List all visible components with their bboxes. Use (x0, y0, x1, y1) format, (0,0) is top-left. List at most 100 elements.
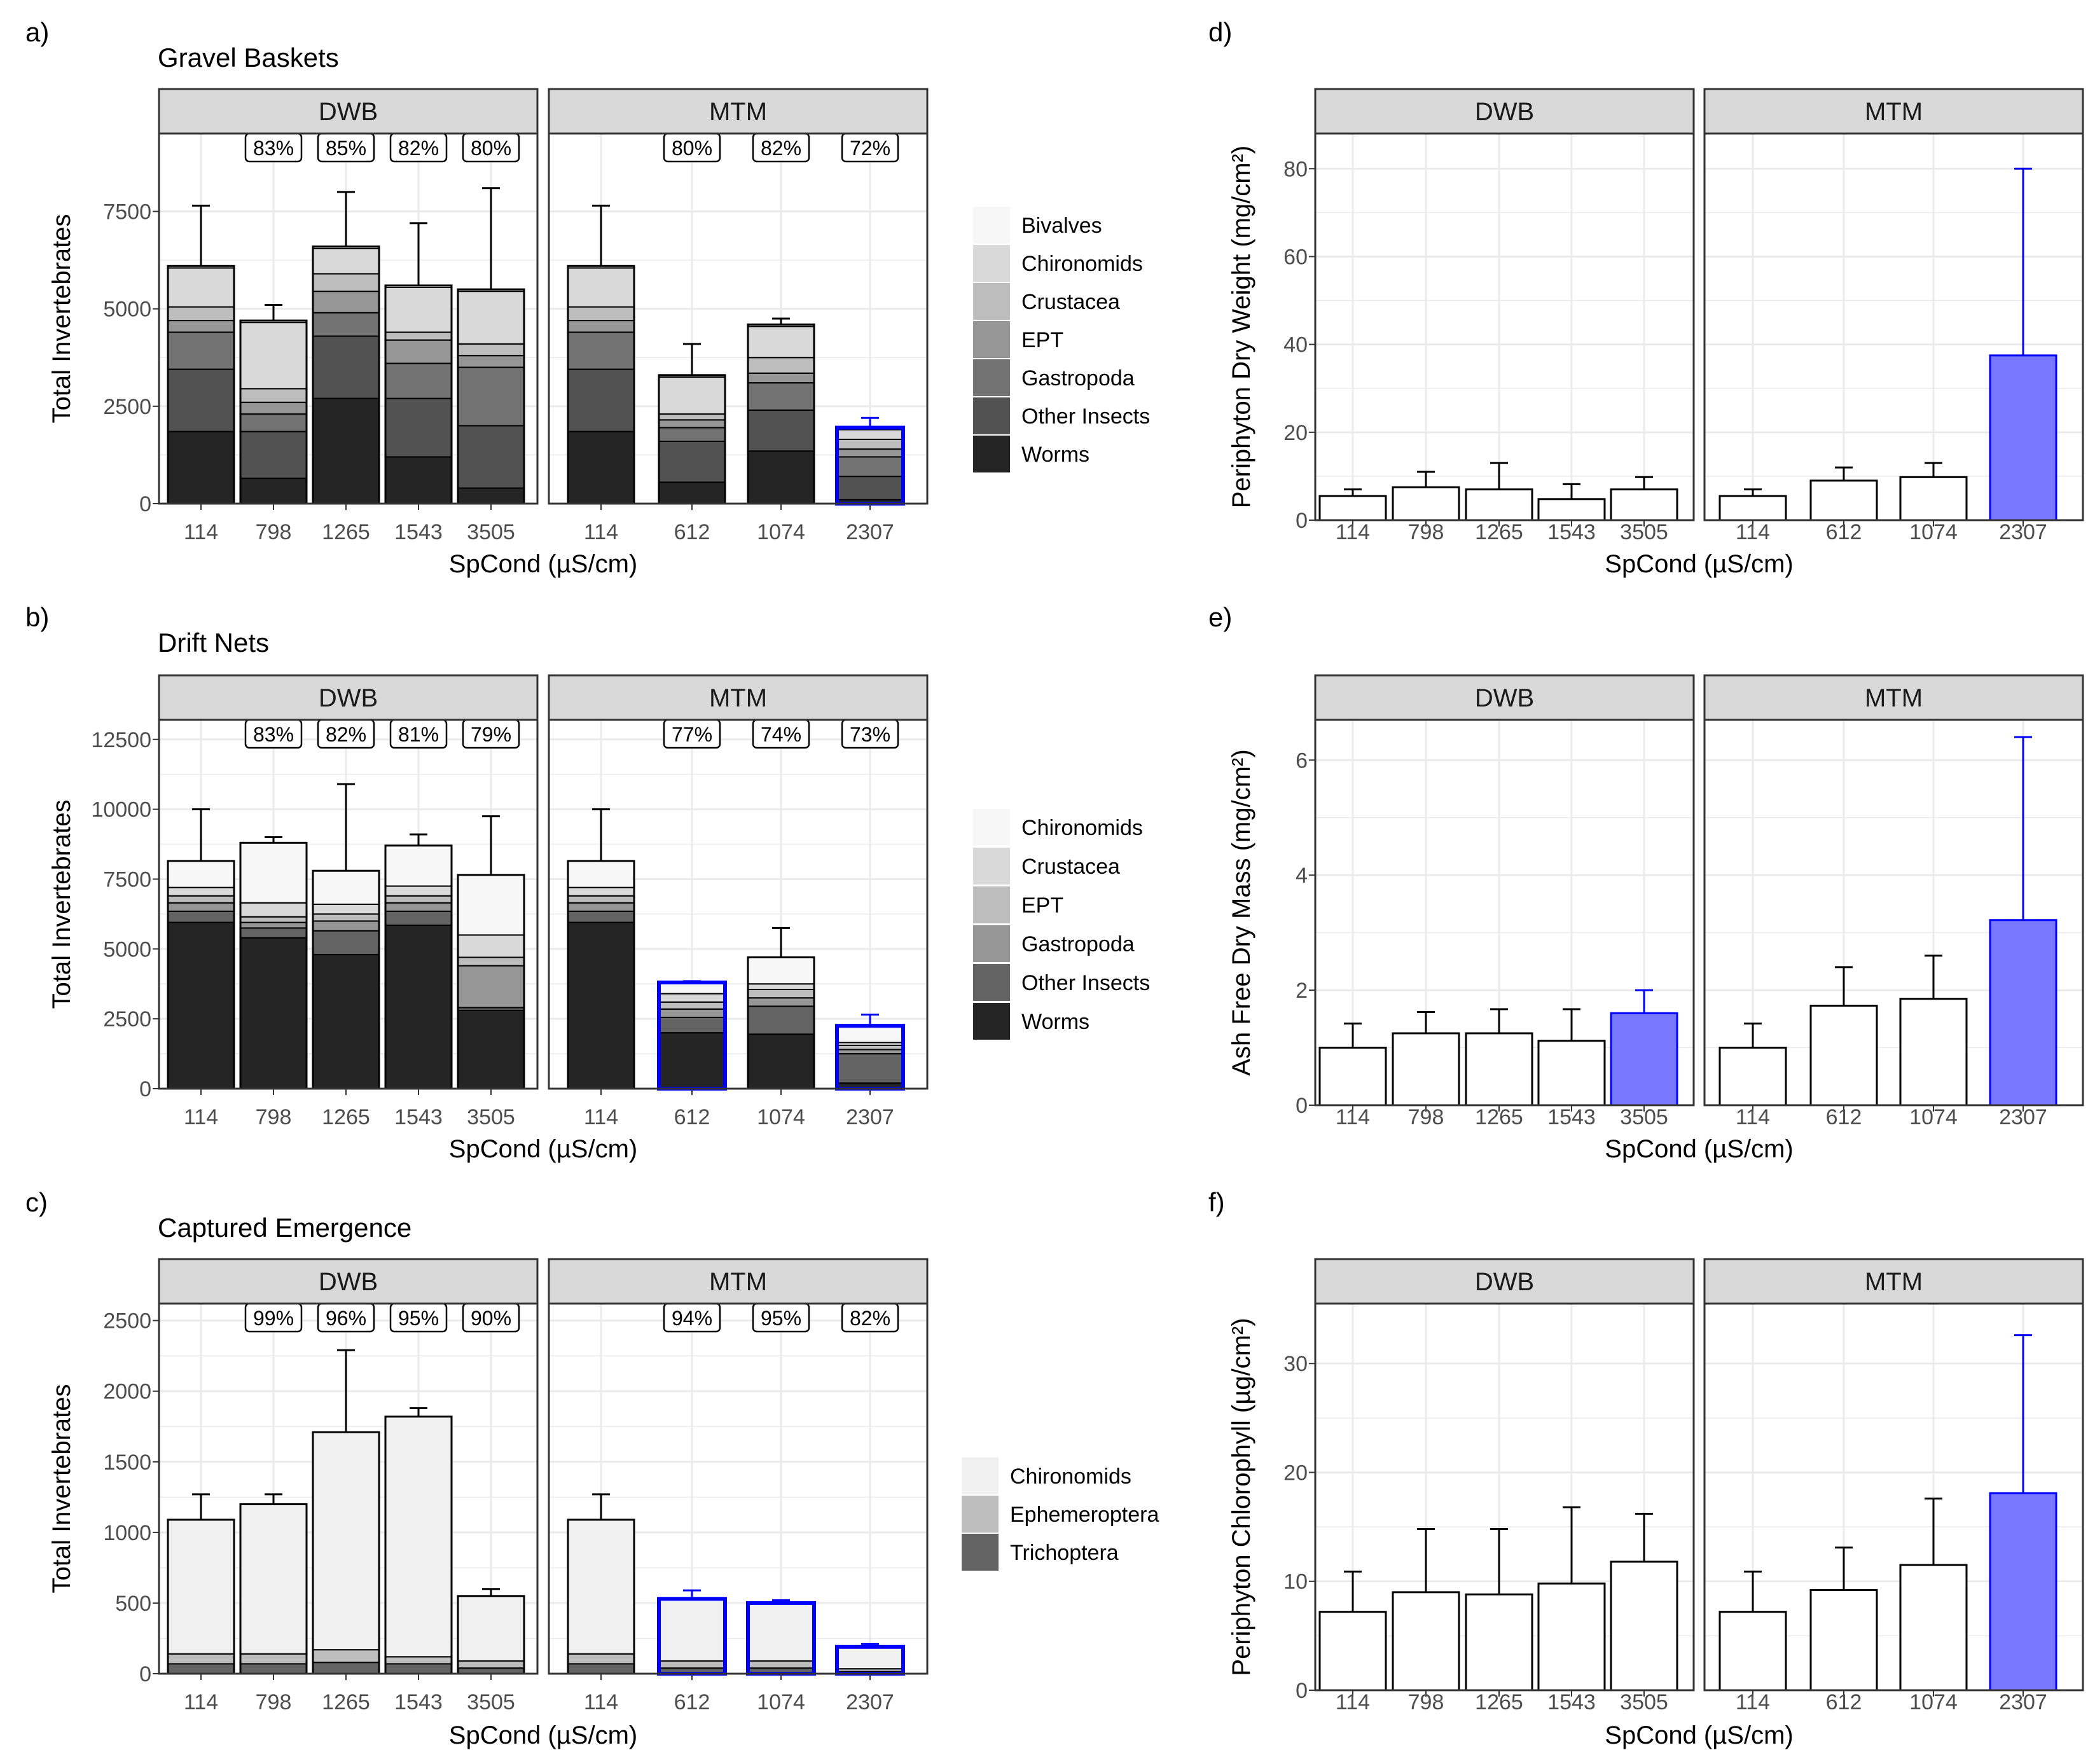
percent-label: 81% (398, 723, 439, 746)
y-axis-label: Ash Free Dry Mass (mg/cm²) (1227, 749, 1255, 1075)
facet-dwb: DWB 114 83% 798 82% 1265 81% 1543 79% 3505 (158, 674, 539, 1129)
plot-frame (158, 719, 539, 1090)
y-axis-label: Periphyton Chlorophyll (µg/cm²) (1227, 1318, 1255, 1676)
y-tick-label: 5000 (103, 937, 151, 961)
bar-segment-crustacea (312, 904, 380, 915)
x-tick-label: 114 (1736, 520, 1770, 544)
bar (1989, 919, 2057, 1106)
x-tick-label: 798 (1408, 1105, 1444, 1129)
legend-swatch (973, 809, 1010, 846)
bar-segment-ephemeroptera (312, 1649, 380, 1664)
bar-segment-other-insects (240, 431, 307, 479)
bar-segment-ept (567, 895, 635, 904)
y-tick-label: 80 (1283, 157, 1308, 181)
percent-label: 82% (398, 137, 439, 160)
legend-swatch (973, 436, 1010, 472)
facet-strip-label: DWB (319, 98, 378, 126)
bar-segment-worms (747, 1033, 815, 1090)
bar-segment-crustacea (312, 273, 380, 293)
y-tick-label: 5000 (103, 298, 151, 322)
plot-frame (1314, 719, 1695, 1106)
bar (1899, 476, 1968, 521)
bar-segment-ept (747, 372, 815, 384)
bar-segment-trichoptera (567, 1663, 635, 1675)
facet-mtm: MTM 114 612 1074 2307 (1703, 674, 2084, 1129)
facet-strip (158, 88, 539, 135)
bar-segment-chironomids (240, 1503, 307, 1655)
y-tick-label: 500 (115, 1592, 151, 1616)
y-tick-label: 2500 (103, 1007, 151, 1031)
x-tick-label: 612 (674, 1105, 710, 1129)
legend-label: Chironomids (1010, 1464, 1131, 1489)
bar-segment-other-insects (658, 1016, 726, 1034)
plot-frame (548, 719, 929, 1090)
legend-label: Worms (1021, 1010, 1089, 1034)
percent-label: 95% (761, 1307, 801, 1330)
bar-segment-crustacea (747, 357, 815, 374)
legend-swatch (973, 397, 1010, 434)
x-tick-label: 1265 (1475, 1105, 1523, 1129)
bar-segment-ephemeroptera (385, 1656, 452, 1665)
legend-label: Worms (1021, 443, 1089, 467)
bar-segment-crustacea (385, 331, 452, 341)
panel-letter: c) (25, 1187, 48, 1217)
bar (1392, 486, 1460, 521)
bar-segment-chironomids (567, 860, 635, 888)
x-tick-label: 3505 (467, 520, 515, 544)
facet-strip (1703, 674, 2084, 721)
x-tick-label: 1543 (394, 520, 443, 544)
bar-segment-ept (567, 320, 635, 333)
percent-label: 83% (253, 137, 294, 160)
bar (1465, 488, 1533, 521)
x-tick-label: 1543 (1547, 520, 1596, 544)
bar-segment-worms (167, 431, 235, 504)
percent-label: 94% (672, 1307, 712, 1330)
bar-segment-crustacea (836, 438, 904, 450)
bar-segment-chironomids (658, 376, 726, 415)
bar (1392, 1591, 1460, 1692)
x-tick-label: 1074 (1909, 1690, 1958, 1714)
bar (1465, 1032, 1533, 1106)
legend: Bivalves Chironomids Crustacea EPT Gastropod… (973, 207, 1150, 472)
facet-strip (1314, 1258, 1695, 1305)
x-tick-label: 3505 (1620, 520, 1668, 544)
facet-strip (548, 1258, 929, 1305)
y-axis-label: Total Invertebrates (48, 1384, 76, 1593)
bar-segment-gastropoda (836, 456, 904, 478)
bar-segment-trichoptera (240, 1663, 307, 1675)
bar-segment-other-insects (312, 335, 380, 399)
x-tick-label: 1265 (1475, 1690, 1523, 1714)
facet-dwb: DWB 114 798 1265 1543 3505 (1314, 674, 1695, 1129)
percent-label: 79% (471, 723, 511, 746)
bar-segment-chironomids (240, 322, 307, 390)
bar-segment-chironomids (747, 326, 815, 359)
bar (1610, 1012, 1678, 1106)
legend-swatch (973, 925, 1010, 962)
x-tick-label: 1074 (757, 1105, 805, 1129)
legend-label: EPT (1021, 328, 1063, 352)
y-tick-label: 20 (1283, 421, 1308, 445)
bar-segment-chironomids (385, 286, 452, 333)
legend-label: Gastropoda (1021, 932, 1135, 956)
bar (1989, 354, 2057, 521)
bar-segment-crustacea (240, 902, 307, 918)
x-tick-label: 1543 (394, 1690, 443, 1714)
legend-swatch (973, 886, 1010, 923)
bar-segment-crustacea (240, 388, 307, 403)
legend-swatch (973, 359, 1010, 396)
x-tick-label: 1265 (1475, 520, 1523, 544)
facet-strip (1703, 1258, 2084, 1305)
percent-label: 74% (761, 723, 801, 746)
legend-swatch (962, 1496, 999, 1533)
bar (1809, 1005, 1878, 1106)
x-tick-label: 114 (1336, 520, 1370, 544)
legend-swatch (973, 207, 1010, 244)
plot-frame (158, 1302, 539, 1675)
facet-strip-label: MTM (1865, 98, 1923, 126)
x-axis-label: SpCond (µS/cm) (449, 1135, 637, 1163)
bar-segment-chironomids (167, 267, 235, 308)
bar-segment-crustacea (457, 343, 525, 357)
x-tick-label: 798 (256, 1690, 292, 1714)
bar-segment-ept (457, 956, 525, 967)
bar-segment-worms (457, 487, 525, 505)
